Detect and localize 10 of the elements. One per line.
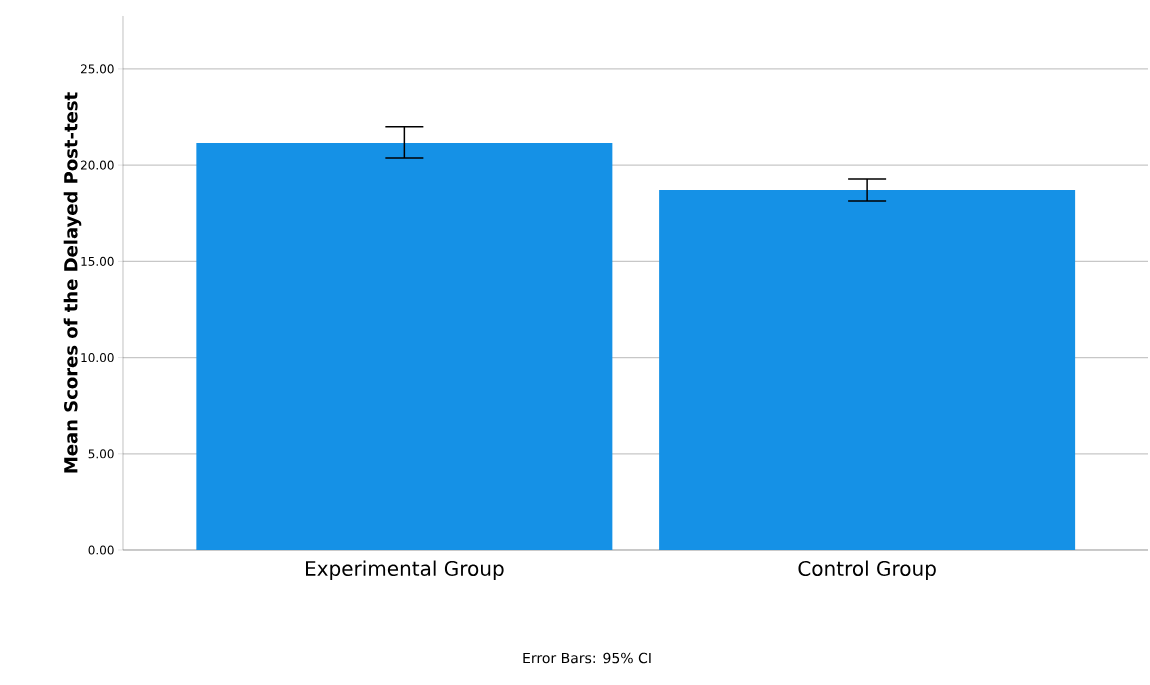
text: Error Bars: 95% CI bbox=[523, 652, 651, 664]
y-tick-label: 25.00 bbox=[80, 64, 114, 74]
x-tick-label: Control Group bbox=[798, 560, 936, 580]
y-tick-label: 15.00 bbox=[81, 256, 114, 266]
y-axis-title: Mean Scores of the Delayed Post-test bbox=[63, 92, 82, 473]
y-tick-label: 20.00 bbox=[80, 160, 114, 170]
y-tick-label: 5.00 bbox=[88, 449, 114, 459]
y-tick-label: 0.00 bbox=[88, 545, 114, 555]
x-tick-label: Experimental Group bbox=[306, 560, 504, 580]
y-tick-label: 10.00 bbox=[81, 353, 114, 363]
